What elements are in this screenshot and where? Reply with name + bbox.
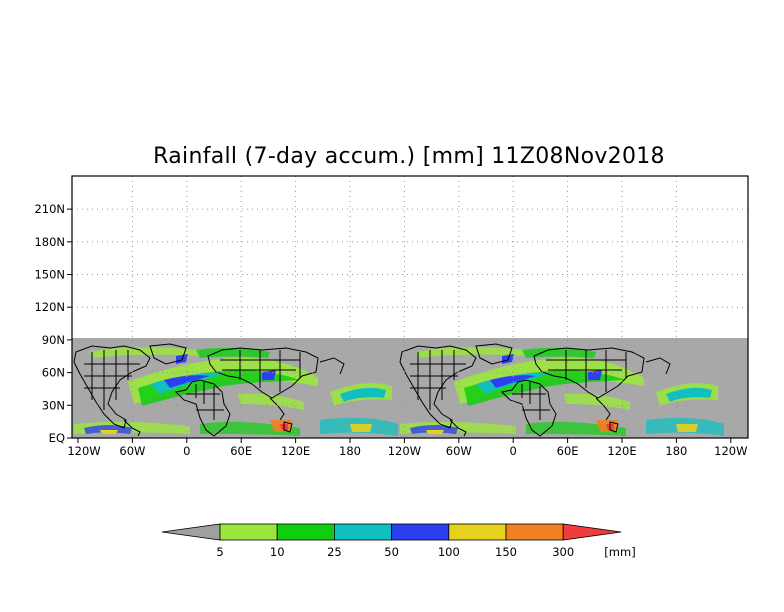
colorbar-swatch (505, 523, 564, 541)
lon-tick-label: 180 (665, 444, 687, 458)
colorbar-swatch (333, 523, 392, 541)
rainfall-colorbar: 5 10 25 50 100 150 300 [mm] (161, 523, 636, 559)
map-title: Rainfall (7-day accum.) [mm] 11Z08Nov201… (153, 144, 665, 169)
colorbar-swatch (391, 523, 450, 541)
colorbar-swatch (276, 523, 335, 541)
latitude-axis: EQ 30N 60N 90N 120N 150N 180N 210N (34, 202, 72, 445)
lon-tick-label: 120W (714, 444, 747, 458)
coastlines-layer (73, 343, 671, 437)
longitude-axis: 120W 60W 0 60E 120E 180 120W 60W 0 60E 120E 180 120W (67, 438, 747, 458)
lat-tick-label: 120N (34, 300, 65, 314)
lon-tick-label: 60E (557, 444, 579, 458)
lat-tick-label: 180N (34, 235, 65, 249)
lon-tick-label: 180 (339, 444, 361, 458)
lon-tick-label: 60E (230, 444, 252, 458)
lat-tick-label: 90N (42, 333, 65, 347)
lon-tick-label: 120E (607, 444, 636, 458)
colorbar-low-extension (161, 523, 221, 541)
colorbar-level-label: 100 (438, 545, 460, 559)
colorbar-level-label: 25 (327, 545, 342, 559)
lon-tick-label: 60W (446, 444, 472, 458)
colorbar-level-label: 10 (270, 545, 285, 559)
colorbar-high-extension (562, 523, 622, 541)
lon-tick-label: 120W (388, 444, 421, 458)
colorbar-swatch (219, 523, 278, 541)
colorbar-level-label: 5 (216, 545, 223, 559)
lat-tick-label: 210N (34, 202, 65, 216)
rainfall-field (74, 347, 724, 436)
colorbar-level-label: 300 (552, 545, 574, 559)
lon-tick-label: 0 (183, 444, 190, 458)
colorbar-swatch (448, 523, 507, 541)
lat-tick-label: EQ (49, 431, 65, 445)
lon-tick-label: 120E (281, 444, 310, 458)
map-plot-area (71, 175, 749, 439)
lat-tick-label: 60N (42, 366, 65, 380)
colorbar-level-label: 150 (495, 545, 517, 559)
lon-tick-label: 60W (119, 444, 145, 458)
lat-tick-label: 30N (42, 398, 65, 412)
lat-tick-label: 150N (34, 268, 65, 282)
colorbar-unit-label: [mm] (604, 545, 635, 559)
lon-tick-label: 120W (67, 444, 100, 458)
grid-lines (72, 176, 748, 438)
lon-tick-label: 0 (510, 444, 517, 458)
colorbar-level-label: 50 (384, 545, 399, 559)
